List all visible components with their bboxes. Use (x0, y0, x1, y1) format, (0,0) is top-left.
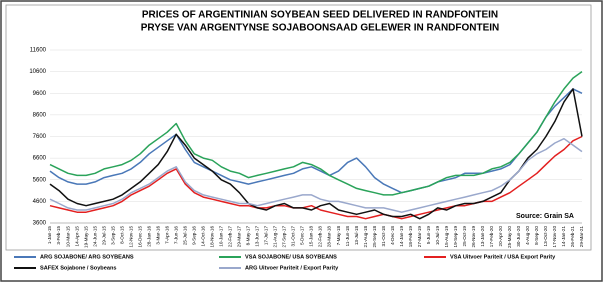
x-tick-label: 22-Feb-18 (318, 226, 323, 248)
chart-title: PRICES OF ARGENTINIAN SOYBEAN SEED DELIV… (142, 10, 498, 21)
x-tick-label: 24-Jun-15 (92, 226, 97, 247)
legend-label: ARG Uitvoer Pariteit / Export Parity (245, 265, 339, 271)
x-tick-label: 29-Mar-17 (237, 226, 242, 248)
plot-frame (6, 5, 591, 250)
legend-label: VSA Uitvoer Pariteit / USA Export Parity (450, 254, 556, 260)
x-tick-label: 28-Jan-16 (146, 226, 151, 247)
chart-subtitle: PRYSE VAN ARGENTYNSE SOJABOONSAAD GELEWE… (141, 23, 500, 34)
legend-label: VSA SOJABONE/ USA SOYBEANS (245, 254, 337, 260)
x-tick-label: 27-Sep-17 (282, 226, 287, 248)
x-tick-label: 8-Sep-20 (534, 226, 539, 245)
x-tick-label: 15-Aug-19 (444, 226, 449, 248)
x-tick-label: 25-Jul-16 (182, 226, 187, 246)
x-tick-label: 18-Feb-19 (408, 226, 413, 248)
x-tick-label: 5-Dec-17 (300, 226, 305, 245)
x-tick-label: 3-Feb-15 (56, 226, 61, 245)
x-tick-label: 17-Jul-17 (264, 226, 269, 246)
x-tick-label: 21-Aug-17 (273, 226, 278, 248)
x-tick-label: 26-Nov-19 (471, 226, 476, 248)
legend-label: ARG SOJABONE/ ARG SOYBEANS (40, 254, 134, 260)
x-tick-label: 7-May-18 (336, 226, 341, 246)
x-tick-label: 17-Nov-20 (552, 226, 557, 248)
x-tick-label: 11-Jun-18 (345, 226, 350, 247)
x-tick-label: 3-Sep-15 (110, 226, 115, 245)
x-tick-label: 13-Jun-17 (255, 226, 260, 247)
y-tick-label: 7600 (33, 134, 47, 140)
y-tick-label: 6600 (33, 156, 47, 162)
x-tick-label: 19-Sep-19 (453, 226, 458, 248)
x-tick-label: 14-Oct-16 (201, 226, 206, 247)
y-tick-label: 9600 (33, 91, 47, 97)
x-tick-label: 25-May-20 (507, 226, 512, 248)
x-tick-label: 10-Jan-17 (219, 226, 224, 247)
x-tick-label: 21-Aug-18 (363, 226, 368, 248)
x-tick-label: 18-Nov-16 (210, 226, 215, 248)
x-tick-label: 8-Oct-15 (119, 226, 124, 244)
x-tick-label: 8-May-17 (246, 226, 251, 246)
x-tick-label: 27-Mar-19 (417, 226, 422, 248)
y-tick-label: 5600 (33, 177, 47, 183)
x-tick-label: 14-Jan-21 (561, 226, 566, 247)
chart: PRICES OF ARGENTINIAN SOYBEAN SEED DELIV… (0, 0, 603, 282)
x-tick-label: 30-Jun-20 (516, 226, 521, 247)
x-tick-label: 7-Jun-16 (173, 226, 178, 245)
x-tick-label: 16-Dec-15 (137, 226, 142, 248)
x-tick-label: 5-Jun-19 (426, 226, 431, 245)
x-tick-label: 25-Oct-19 (462, 226, 467, 247)
y-tick-label: 3600 (33, 221, 47, 227)
x-tick-label: 3-Mar-16 (155, 226, 160, 245)
x-tick-label: 20-Apr-20 (498, 226, 503, 247)
x-tick-label: 26-Feb-21 (570, 226, 575, 248)
x-tick-label: 31-Oct-17 (291, 226, 296, 247)
x-tick-label: 13-Jul-18 (354, 226, 359, 246)
x-tick-label: 29-Jul-15 (101, 226, 106, 246)
x-tick-label: 9-Sep-16 (191, 226, 196, 245)
y-tick-label: 10600 (29, 69, 46, 75)
x-tick-label: 15-Jan-18 (309, 226, 314, 247)
x-tick-label: 10-Mar-15 (65, 226, 70, 248)
y-tick-label: 4600 (33, 199, 47, 205)
x-tick-label: 12-Nov-15 (128, 226, 133, 248)
x-tick-label: 7-Apr-16 (164, 226, 169, 244)
x-tick-label: 19-May-15 (83, 226, 88, 248)
x-tick-label: 25-Sep-18 (372, 226, 377, 248)
x-tick-label: 28-Mar-18 (327, 226, 332, 248)
source: Source: Grain SA (516, 213, 574, 220)
x-tick-label: 22-Feb-17 (228, 226, 233, 248)
x-tick-label: 17-Feb-20 (489, 226, 494, 248)
x-tick-label: 31-Oct-18 (381, 226, 386, 247)
x-tick-label: 1-Jan-15 (47, 226, 52, 245)
y-tick-label: 11600 (30, 48, 47, 54)
x-tick-label: 13-Jan-20 (480, 226, 485, 247)
x-tick-label: 4-Aug-20 (525, 226, 530, 245)
legend-label: SAFEX Sojabone / Soybeans (40, 265, 116, 271)
x-tick-label: 10-Jul-19 (435, 226, 440, 246)
x-tick-label: 4-Dec-18 (390, 226, 395, 245)
y-tick-label: 8600 (33, 112, 47, 118)
x-tick-label: 14-Apr-15 (74, 226, 79, 247)
x-tick-label: 13-Oct-20 (543, 226, 548, 247)
x-tick-label: 14-Jan-19 (399, 226, 404, 247)
x-tick-label: 29-Mar-21 (579, 226, 584, 248)
